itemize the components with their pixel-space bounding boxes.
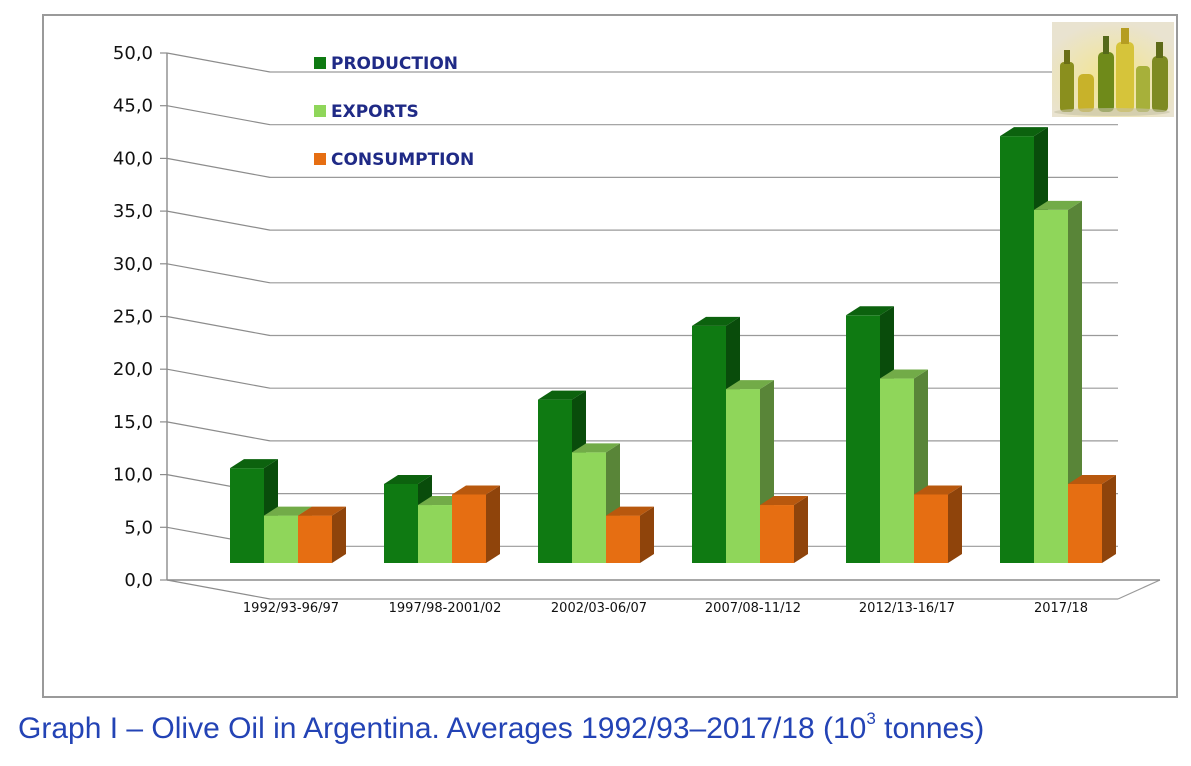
grid-diagonal xyxy=(166,368,271,389)
grid-diagonal xyxy=(166,105,271,126)
y-tick-label: 5,0 xyxy=(124,517,153,538)
bars xyxy=(230,127,1116,563)
y-tick-label: 25,0 xyxy=(113,307,153,328)
x-tick-label: 2002/03-06/07 xyxy=(551,601,647,616)
grid-diagonal xyxy=(166,263,271,284)
grid-diagonal xyxy=(166,210,271,231)
axis-labels: 0,0 5,0 10,0 15,0 20,0 25,0 30,0 35,0 40,0 45,0 50… xyxy=(113,43,1088,616)
bar-exports-5 xyxy=(1034,200,1082,563)
x-tick-label: 2017/18 xyxy=(1034,601,1088,616)
bar-consumption-0 xyxy=(298,506,346,563)
grid-diagonal xyxy=(166,421,271,442)
x-tick-label: 2012/13-16/17 xyxy=(859,601,955,616)
olive-oil-chart: 0,0 5,0 10,0 15,0 20,0 25,0 30,0 35,0 40,0 45,0 50… xyxy=(113,22,1174,616)
legend-swatch-production xyxy=(314,57,326,69)
bar-consumption-2 xyxy=(606,506,654,563)
y-tick-label: 50,0 xyxy=(113,43,153,64)
y-tick-label: 15,0 xyxy=(113,412,153,433)
bar-consumption-3 xyxy=(760,496,808,563)
x-tick-label: 1992/93-96/97 xyxy=(243,601,339,616)
y-tick-label: 45,0 xyxy=(113,96,153,117)
legend-label-consumption: CONSUMPTION xyxy=(331,150,474,170)
grid-diagonal xyxy=(166,157,271,178)
bar-consumption-1 xyxy=(452,485,500,563)
grid-diagonal xyxy=(166,579,271,600)
chart-frame xyxy=(42,14,1178,698)
grid-diagonal xyxy=(166,52,271,73)
legend: PRODUCTION EXPORTS CONSUMPTION xyxy=(314,54,474,170)
floor-right-edge xyxy=(1117,579,1161,600)
y-tick-label: 20,0 xyxy=(113,359,153,380)
legend-swatch-consumption xyxy=(314,153,326,165)
legend-swatch-exports xyxy=(314,105,326,117)
bar-consumption-5 xyxy=(1068,474,1116,563)
olive-oil-bottles-photo xyxy=(1052,22,1174,117)
grid-diagonal xyxy=(166,315,271,337)
x-tick-label: 1997/98-2001/02 xyxy=(389,601,502,616)
x-tick-label: 2007/08-11/12 xyxy=(705,601,801,616)
y-tick-label: 10,0 xyxy=(113,465,153,486)
bar-exports-3 xyxy=(726,380,774,563)
bar-consumption-4 xyxy=(914,485,962,563)
y-tick-label: 35,0 xyxy=(113,201,153,222)
y-tick-label: 0,0 xyxy=(124,570,153,591)
y-tick-label: 30,0 xyxy=(113,254,153,275)
legend-label-production: PRODUCTION xyxy=(331,54,458,74)
caption-superscript: 3 xyxy=(866,709,876,728)
chart-caption: Graph I – Olive Oil in Argentina. Averag… xyxy=(18,709,985,745)
y-tick-label: 40,0 xyxy=(113,148,153,169)
legend-label-exports: EXPORTS xyxy=(331,102,419,122)
